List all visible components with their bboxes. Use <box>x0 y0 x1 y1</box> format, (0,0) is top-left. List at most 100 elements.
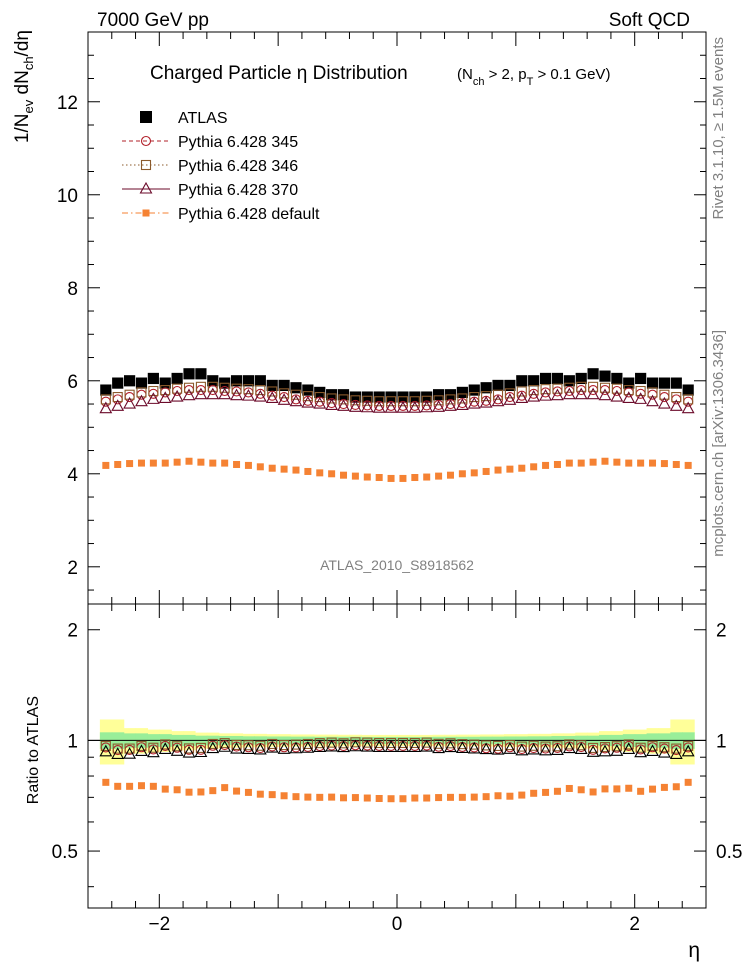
data-point <box>481 740 492 751</box>
data-point <box>409 396 420 407</box>
data-point <box>491 742 505 755</box>
data-point <box>230 741 243 754</box>
data-point <box>142 209 150 217</box>
data-point <box>481 391 492 402</box>
data-point <box>207 381 218 392</box>
data-point <box>599 742 611 753</box>
data-point <box>587 368 599 380</box>
data-point <box>290 739 302 750</box>
data-point <box>195 385 206 396</box>
data-point <box>504 379 516 392</box>
data-point <box>530 463 538 471</box>
data-point <box>433 395 444 406</box>
data-point <box>348 739 362 752</box>
data-point <box>660 460 668 468</box>
data-point <box>361 391 373 403</box>
data-point <box>302 391 313 402</box>
data-point <box>542 461 550 469</box>
data-point <box>528 385 539 396</box>
data-point <box>277 742 291 754</box>
x-tick-label: 0 <box>392 914 403 935</box>
energy-label: 7000 GeV pp <box>97 10 209 31</box>
data-point <box>351 794 359 802</box>
data-point <box>206 741 220 754</box>
data-point <box>326 737 337 748</box>
ratio-series-pythia-6-428-346 <box>100 737 694 754</box>
data-point <box>455 741 469 753</box>
data-point <box>99 744 113 757</box>
data-point <box>255 740 266 751</box>
data-point <box>611 741 622 752</box>
data-point <box>386 396 397 407</box>
data-point <box>601 457 609 465</box>
data-point <box>172 741 183 752</box>
data-point <box>528 740 539 751</box>
data-point <box>623 385 634 396</box>
data-point <box>242 375 255 387</box>
data-point <box>194 387 208 400</box>
data-point <box>233 460 241 468</box>
data-point <box>657 745 671 758</box>
data-point <box>338 394 349 405</box>
data-point <box>432 400 446 412</box>
legend-label: ATLAS <box>178 110 228 127</box>
data-point <box>348 400 362 412</box>
data-point <box>140 135 152 147</box>
data-point <box>574 387 588 400</box>
data-point <box>518 464 526 472</box>
data-point <box>244 461 252 469</box>
data-point <box>279 740 290 751</box>
data-point <box>290 389 302 400</box>
legend-label: Pythia 6.428 370 <box>178 182 298 199</box>
data-point <box>253 389 267 402</box>
data-point <box>99 401 113 414</box>
data-point <box>551 372 564 385</box>
data-point <box>112 743 123 754</box>
data-point <box>623 377 635 389</box>
legend-label: Pythia 6.428 346 <box>178 158 298 175</box>
data-point <box>467 741 481 754</box>
data-point <box>185 788 193 796</box>
data-point <box>634 745 648 758</box>
main-ylabel: 1/Nev dNch/dη <box>12 30 36 143</box>
data-point <box>289 741 303 754</box>
chart-title: Charged Particle η Distribution <box>150 63 408 84</box>
data-point <box>494 792 502 800</box>
y-tick-label: 12 <box>57 93 78 114</box>
ratio-ylabel: Ratio to ATLAS <box>25 696 42 804</box>
data-point <box>302 384 314 396</box>
data-point <box>504 388 515 399</box>
data-point <box>159 377 171 389</box>
data-point <box>397 396 408 407</box>
data-point <box>161 785 169 793</box>
data-point <box>221 784 229 792</box>
data-point <box>302 738 313 750</box>
data-point <box>659 742 670 753</box>
data-point <box>672 783 680 791</box>
data-point <box>114 782 122 790</box>
data-point <box>146 745 160 758</box>
data-point <box>492 379 504 392</box>
x-tick-label: 2 <box>629 914 640 935</box>
data-point <box>657 396 671 409</box>
data-point <box>506 465 514 473</box>
data-point <box>681 401 695 414</box>
data-point <box>292 466 300 474</box>
data-point <box>146 392 160 404</box>
data-point <box>576 381 587 392</box>
data-point <box>408 740 422 752</box>
data-point <box>244 788 252 796</box>
data-point <box>670 377 682 389</box>
ratio-y-tick-label: 1 <box>67 731 78 752</box>
data-point <box>479 395 493 408</box>
data-point <box>625 459 633 467</box>
data-point <box>233 787 241 795</box>
data-point <box>504 740 515 751</box>
data-point <box>599 370 611 382</box>
data-point <box>423 473 431 481</box>
data-point <box>435 794 443 802</box>
data-point <box>207 385 218 396</box>
data-point <box>482 467 490 475</box>
data-point <box>386 737 397 749</box>
